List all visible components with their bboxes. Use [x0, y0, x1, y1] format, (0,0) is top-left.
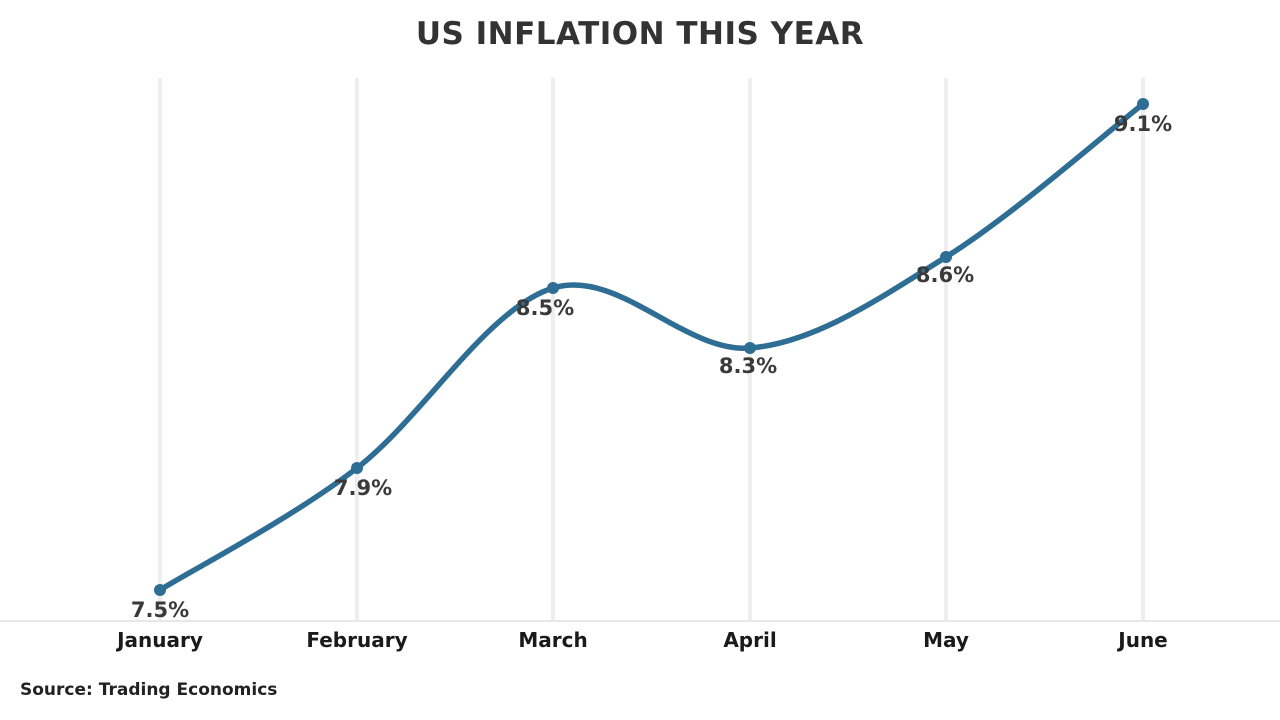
x-tick-label-may: May	[923, 628, 969, 652]
data-point-may[interactable]	[940, 251, 952, 263]
gridlines	[158, 78, 1145, 621]
data-markers	[154, 98, 1149, 596]
data-point-april[interactable]	[744, 342, 756, 354]
data-point-january[interactable]	[154, 584, 166, 596]
value-label-may: 8.6%	[915, 263, 975, 287]
plot-area: January February March April May June 7.5% 7.9…	[0, 78, 1280, 652]
x-tick-label-january: January	[117, 628, 203, 652]
data-point-june[interactable]	[1137, 98, 1149, 110]
value-label-february: 7.9%	[333, 476, 393, 500]
value-label-march: 8.5%	[515, 296, 575, 320]
source-note: Source: Trading Economics	[20, 680, 278, 700]
value-label-april: 8.3%	[718, 354, 778, 378]
x-tick-label-march: March	[518, 628, 588, 652]
x-tick-label-february: February	[306, 628, 408, 652]
x-tick-label-june: June	[1118, 628, 1168, 652]
inflation-line-path	[157, 101, 1146, 593]
chart-title: US INFLATION THIS YEAR	[415, 16, 865, 52]
x-tick-label-april: April	[723, 628, 777, 652]
data-point-february[interactable]	[351, 462, 363, 474]
data-point-march[interactable]	[547, 282, 559, 294]
value-label-june: 9.1%	[1113, 112, 1173, 136]
value-label-january: 7.5%	[130, 598, 190, 622]
data-line	[157, 101, 1146, 593]
line-chart-svg	[0, 78, 1280, 622]
